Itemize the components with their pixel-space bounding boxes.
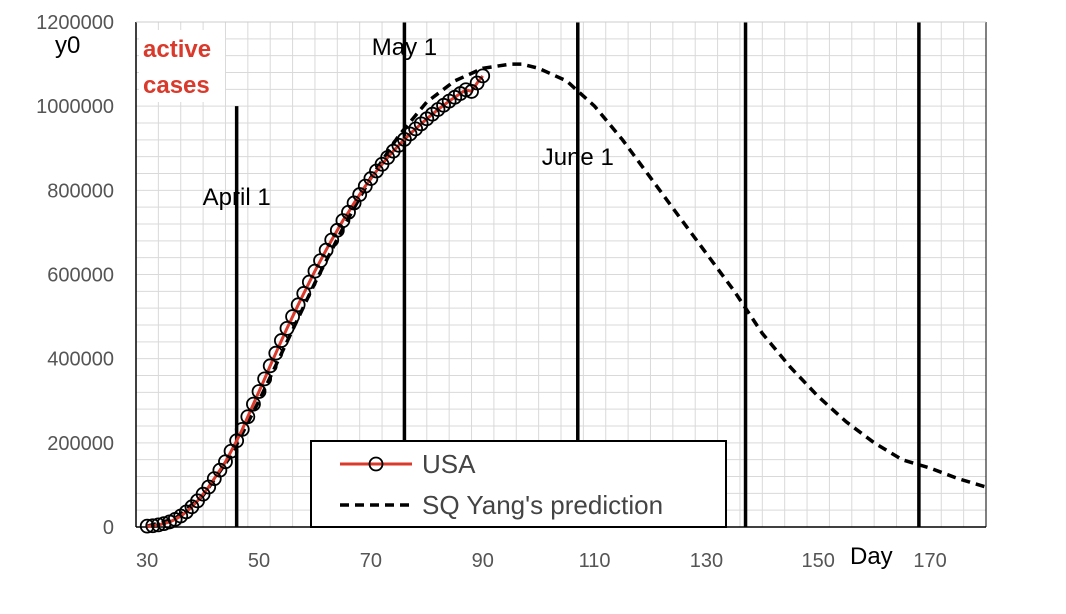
usa-point (279, 320, 295, 336)
y-tick-label: 200000 (47, 433, 114, 455)
x-axis-label: Day (850, 543, 893, 570)
usa-point (285, 309, 300, 324)
usa-point (145, 518, 161, 534)
tick-labels: 30 50 70 90 110 130 150 170 0 200000 400000 600000 8… (36, 12, 947, 572)
y-tick-label: 800000 (47, 180, 114, 202)
usa-point (257, 371, 273, 387)
usa-point (139, 518, 155, 534)
x-tick-label: 70 (360, 550, 382, 572)
corner-label-line2: cases (143, 72, 210, 99)
usa-point (262, 358, 278, 374)
legend-usa-label: USA (422, 449, 476, 479)
y-tick-label: 1200000 (36, 12, 114, 34)
month-label: April 1 (203, 184, 271, 211)
legend-box (310, 440, 727, 528)
x-tick-label: 110 (579, 550, 611, 572)
usa-point (296, 286, 312, 301)
corner-label-line1: active (143, 36, 211, 63)
y-tick-label: 1000000 (36, 96, 114, 118)
usa-point (240, 409, 256, 425)
x-tick-label: 150 (802, 550, 835, 572)
legend-prediction-label: SQ Yang's prediction (422, 490, 663, 520)
usa-point (229, 433, 245, 449)
usa-point (246, 396, 261, 412)
month-label: June 1 (542, 144, 614, 171)
legend-usa-marker (368, 456, 384, 472)
corner-label-background (139, 30, 225, 102)
usa-point (290, 297, 306, 313)
x-tick-label: 30 (136, 550, 158, 572)
series-layer (139, 62, 987, 534)
usa-point (268, 345, 284, 361)
y-tick-label: 0 (103, 517, 114, 539)
usa-point (273, 333, 289, 348)
annotations: April 1 May 1 June 1 (203, 34, 614, 211)
usa-point (251, 384, 267, 399)
x-tick-label: 90 (472, 550, 494, 572)
usa-point (234, 421, 250, 437)
y-axis-label: y0 (55, 32, 80, 59)
y-tick-label: 400000 (47, 349, 114, 371)
y-tick-label: 600000 (47, 265, 114, 287)
month-label: May 1 (372, 34, 437, 61)
legend: USA SQ Yang's prediction (310, 440, 727, 528)
x-tick-label: 50 (248, 550, 270, 572)
x-tick-label: 130 (690, 550, 723, 572)
x-tick-label: 170 (913, 550, 946, 572)
usa-point (150, 517, 166, 533)
usa-point (475, 68, 491, 84)
